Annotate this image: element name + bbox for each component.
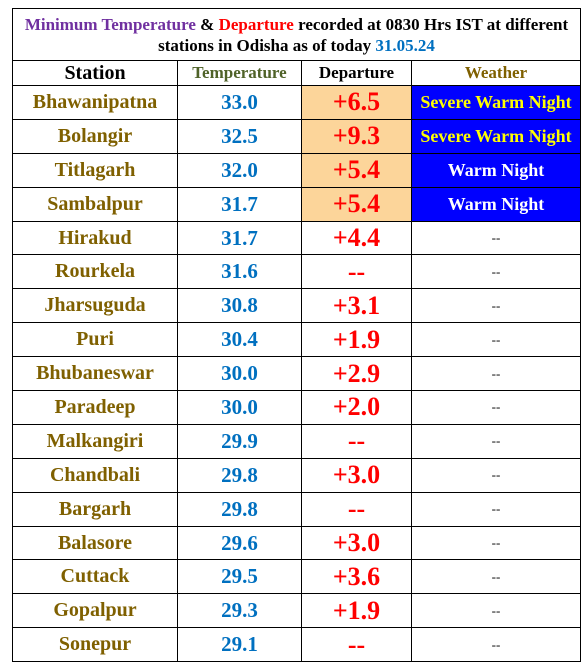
weather-cell: -- <box>411 457 581 493</box>
title-date: 31.05.24 <box>375 35 435 55</box>
table-row: Rourkela 31.6 -- -- <box>12 254 581 290</box>
station-cell: Jharsuguda <box>12 288 178 324</box>
temperature-cell: 32.5 <box>177 118 302 154</box>
departure-cell: +2.0 <box>301 390 412 425</box>
temperature-cell: 29.3 <box>177 593 302 629</box>
weather-cell: -- <box>411 423 581 459</box>
header-departure: Departure <box>301 60 412 86</box>
station-cell: Balasore <box>12 525 178 561</box>
table-row: Bargarh 29.8 -- -- <box>12 491 581 527</box>
weather-cell: -- <box>411 525 581 561</box>
departure-cell: +6.5 <box>301 85 412 120</box>
departure-cell: -- <box>301 491 412 527</box>
weather-cell: Warm Night <box>411 152 581 188</box>
station-cell: Gopalpur <box>12 593 178 629</box>
table-row: Jharsuguda 30.8 +3.1 -- <box>12 288 581 324</box>
departure-cell: +3.0 <box>301 457 412 493</box>
temperature-cell: 29.8 <box>177 491 302 527</box>
weather-cell: Severe Warm Night <box>411 118 581 154</box>
weather-cell: -- <box>411 390 581 425</box>
departure-cell: +5.4 <box>301 152 412 188</box>
table-row: Balasore 29.6 +3.0 -- <box>12 525 581 561</box>
table-row: Cuttack 29.5 +3.6 -- <box>12 559 581 595</box>
station-cell: Cuttack <box>12 559 178 595</box>
station-cell: Rourkela <box>12 254 178 290</box>
temperature-cell: 31.7 <box>177 220 302 256</box>
table-row: Sambalpur 31.7 +5.4 Warm Night <box>12 186 581 222</box>
weather-cell: Severe Warm Night <box>411 85 581 120</box>
temperature-cell: 29.5 <box>177 559 302 595</box>
table-row: Bhubaneswar 30.0 +2.9 -- <box>12 356 581 392</box>
header-station: Station <box>12 60 178 86</box>
weather-cell: -- <box>411 254 581 290</box>
temperature-cell: 29.9 <box>177 423 302 459</box>
departure-cell: +1.9 <box>301 322 412 358</box>
title-amp: & <box>195 14 219 34</box>
table-row: Malkangiri 29.9 -- -- <box>12 423 581 459</box>
departure-cell: +2.9 <box>301 356 412 392</box>
departure-cell: +1.9 <box>301 593 412 629</box>
title-departure: Departure <box>218 14 294 34</box>
weather-cell: -- <box>411 356 581 392</box>
station-cell: Hirakud <box>12 220 178 256</box>
header-weather: Weather <box>411 60 581 86</box>
station-cell: Titlagarh <box>12 152 178 188</box>
weather-cell: -- <box>411 491 581 527</box>
departure-cell: +5.4 <box>301 186 412 222</box>
departure-cell: +3.1 <box>301 288 412 324</box>
table-row: Bolangir 32.5 +9.3 Severe Warm Night <box>12 118 581 154</box>
title-text: recorded at 0830 Hrs IST at different st… <box>158 14 569 55</box>
station-cell: Paradeep <box>12 390 178 425</box>
departure-cell: -- <box>301 423 412 459</box>
weather-cell: -- <box>411 220 581 256</box>
temperature-cell: 31.7 <box>177 186 302 222</box>
station-cell: Bolangir <box>12 118 178 154</box>
table-row: Hirakud 31.7 +4.4 -- <box>12 220 581 256</box>
table-row: Paradeep 30.0 +2.0 -- <box>12 390 581 425</box>
temperature-cell: 30.4 <box>177 322 302 358</box>
table-row: Puri 30.4 +1.9 -- <box>12 322 581 358</box>
temperature-cell: 33.0 <box>177 85 302 120</box>
departure-cell: +9.3 <box>301 118 412 154</box>
station-cell: Chandbali <box>12 457 178 493</box>
station-cell: Bargarh <box>12 491 178 527</box>
departure-cell: -- <box>301 627 412 663</box>
station-cell: Sambalpur <box>12 186 178 222</box>
table-row: Gopalpur 29.3 +1.9 -- <box>12 593 581 629</box>
temperature-cell: 30.0 <box>177 390 302 425</box>
station-cell: Puri <box>12 322 178 358</box>
departure-cell: -- <box>301 254 412 290</box>
departure-cell: +3.0 <box>301 525 412 561</box>
weather-cell: -- <box>411 593 581 629</box>
header-temperature: Temperature <box>177 60 302 86</box>
station-cell: Malkangiri <box>12 423 178 459</box>
temperature-cell: 31.6 <box>177 254 302 290</box>
table-row: Sonepur 29.1 -- -- <box>12 627 581 663</box>
temperature-cell: 30.0 <box>177 356 302 392</box>
table-row: Bhawanipatna 33.0 +6.5 Severe Warm Night <box>12 85 581 120</box>
table-row: Titlagarh 32.0 +5.4 Warm Night <box>12 152 581 188</box>
temperature-report-table: Minimum Temperature & Departure recorded… <box>12 8 581 663</box>
header-row: Station Temperature Departure Weather <box>12 60 581 86</box>
temperature-cell: 30.8 <box>177 288 302 324</box>
station-cell: Bhubaneswar <box>12 356 178 392</box>
temperature-cell: 29.8 <box>177 457 302 493</box>
weather-cell: -- <box>411 288 581 324</box>
title-row: Minimum Temperature & Departure recorded… <box>12 8 581 61</box>
table-row: Chandbali 29.8 +3.0 -- <box>12 457 581 493</box>
weather-cell: Warm Night <box>411 186 581 222</box>
title-min-temp: Minimum Temperature <box>24 14 196 34</box>
weather-cell: -- <box>411 559 581 595</box>
temperature-cell: 32.0 <box>177 152 302 188</box>
temperature-cell: 29.1 <box>177 627 302 663</box>
weather-cell: -- <box>411 322 581 358</box>
departure-cell: +4.4 <box>301 220 412 256</box>
station-cell: Sonepur <box>12 627 178 663</box>
weather-cell: -- <box>411 627 581 663</box>
report-title: Minimum Temperature & Departure recorded… <box>12 8 581 61</box>
temperature-cell: 29.6 <box>177 525 302 561</box>
station-cell: Bhawanipatna <box>12 85 178 120</box>
departure-cell: +3.6 <box>301 559 412 595</box>
